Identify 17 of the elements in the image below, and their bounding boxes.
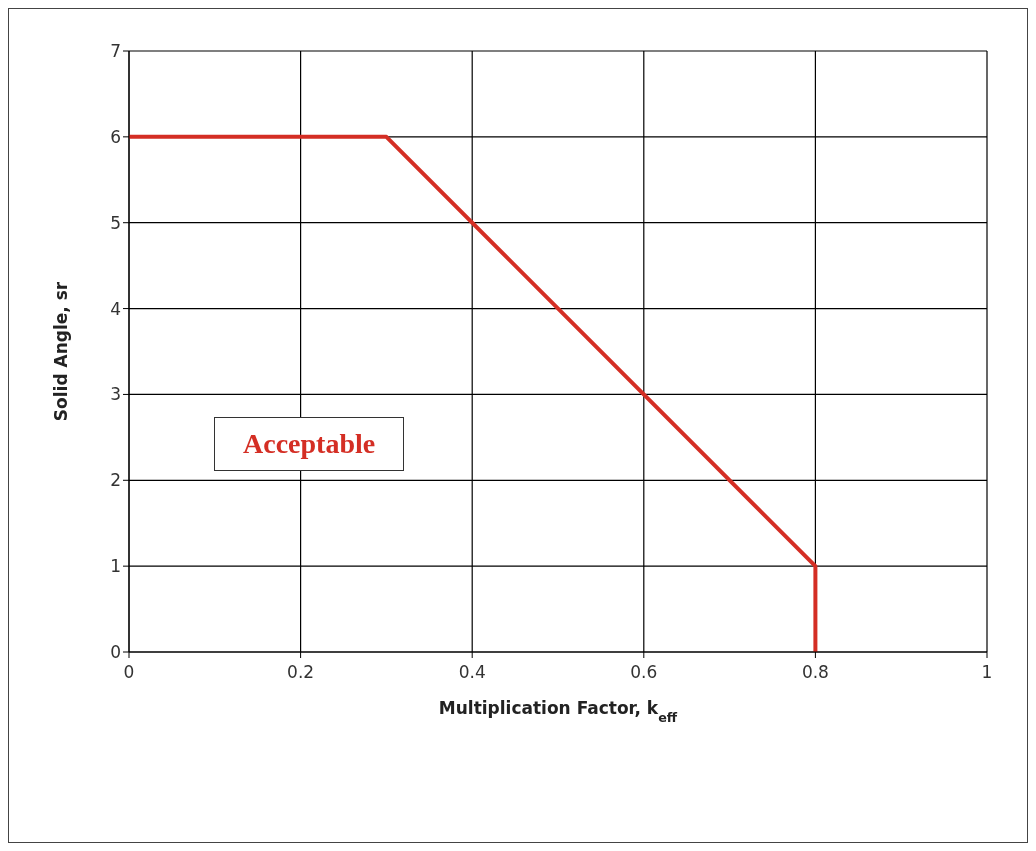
x-tick-label: 0.6 — [630, 662, 658, 683]
y-axis-title: Solid Angle, sr — [51, 281, 71, 422]
y-tick-label: 3 — [110, 384, 121, 405]
y-tick-label: 0 — [110, 642, 121, 663]
x-tick-label: 1 — [981, 662, 993, 683]
y-tick-label: 7 — [110, 41, 121, 62]
x-tick-label: 0.2 — [287, 662, 315, 683]
y-tick-label: 5 — [110, 212, 121, 233]
x-tick-label: 0 — [123, 662, 135, 683]
y-tick-label: 1 — [110, 556, 121, 577]
x-tick-label: 0.4 — [458, 662, 486, 683]
x-tick-label: 0.8 — [801, 662, 829, 683]
y-tick-label: 2 — [110, 470, 121, 491]
y-tick-label: 4 — [110, 298, 121, 319]
annotation: Acceptable — [214, 417, 405, 471]
x-axis-title: Multiplication Factor, k$_{eff}$ — [438, 698, 678, 725]
y-tick-label: 6 — [110, 126, 121, 147]
